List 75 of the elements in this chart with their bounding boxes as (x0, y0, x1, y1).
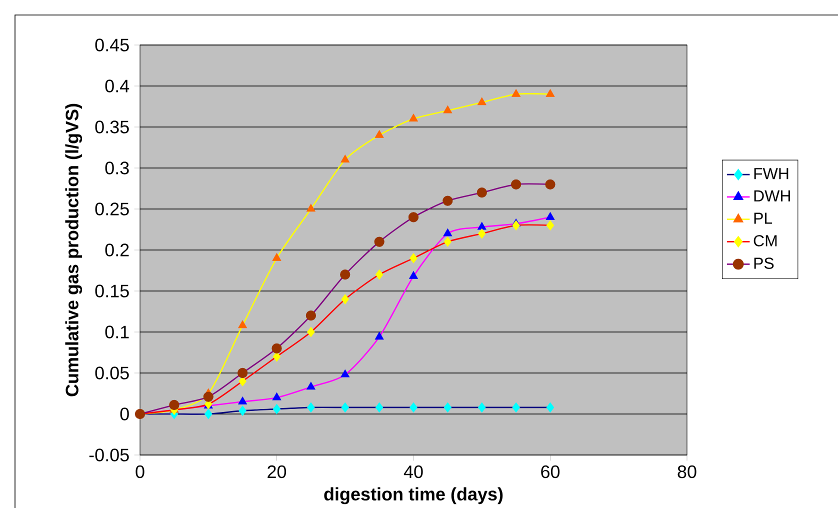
legend-label: FWH (754, 168, 788, 180)
point (545, 179, 556, 190)
x-tick-label: 40 (404, 465, 423, 478)
point (340, 270, 350, 280)
point (546, 220, 554, 230)
point (410, 402, 418, 413)
legend-label: CM (754, 235, 777, 246)
point (512, 402, 520, 413)
point (272, 352, 281, 362)
point (238, 376, 246, 386)
y-tick-label: -0.05 (89, 448, 129, 462)
y-tick-label: 0.1 (105, 326, 129, 338)
point (374, 332, 384, 340)
y-tick-label: 0.35 (95, 120, 129, 134)
y-tick-label: 0.45 (95, 38, 129, 52)
legend-label: PL (754, 212, 772, 224)
point (237, 368, 248, 378)
legend-label: PS (754, 258, 774, 269)
point (306, 310, 316, 321)
point (341, 294, 349, 304)
point (272, 343, 282, 354)
point (546, 212, 555, 220)
point (238, 396, 247, 404)
point (443, 228, 452, 236)
point (272, 404, 281, 414)
point (272, 392, 282, 400)
x-axis-title: digestion time (days) (324, 487, 503, 504)
point (410, 253, 418, 264)
y-axis-title: Cumulative gas production (l/gVS) (65, 104, 82, 396)
point (204, 408, 212, 420)
point (478, 402, 486, 413)
point (442, 196, 453, 206)
x-tick-label: 0 (136, 465, 144, 478)
y-tick-label: 0.2 (105, 244, 129, 256)
point (374, 236, 384, 247)
point (307, 402, 315, 413)
point (203, 392, 214, 402)
point (306, 382, 316, 390)
point (512, 220, 520, 230)
point (478, 228, 486, 239)
point (307, 326, 315, 338)
y-tick-label: 0.15 (95, 284, 129, 298)
y-tick-label: 0 (120, 408, 129, 420)
y-tick-label: 0.05 (95, 366, 129, 380)
point (340, 154, 350, 162)
point (238, 406, 246, 416)
point (409, 114, 418, 122)
point (375, 402, 384, 413)
point (510, 179, 522, 190)
point (238, 320, 247, 328)
point (477, 222, 486, 230)
point (476, 188, 487, 198)
x-tick-label: 80 (678, 465, 696, 478)
point (306, 204, 316, 212)
point (444, 236, 452, 247)
point (340, 370, 350, 378)
point (408, 212, 419, 222)
point (272, 253, 282, 261)
legend-label: DWH (754, 190, 790, 202)
y-tick-label: 0.3 (105, 162, 129, 174)
point (444, 402, 452, 413)
point (443, 106, 452, 114)
y-tick-label: 0.4 (105, 80, 130, 92)
point (375, 270, 384, 280)
point (409, 271, 418, 279)
point (169, 400, 180, 410)
x-tick-label: 20 (268, 465, 286, 478)
point (341, 402, 349, 413)
point (477, 97, 486, 106)
point (546, 89, 555, 97)
point (546, 402, 554, 413)
point (374, 130, 384, 138)
point (512, 89, 520, 97)
y-tick-label: 0.25 (95, 202, 129, 216)
x-tick-label: 60 (541, 465, 560, 478)
